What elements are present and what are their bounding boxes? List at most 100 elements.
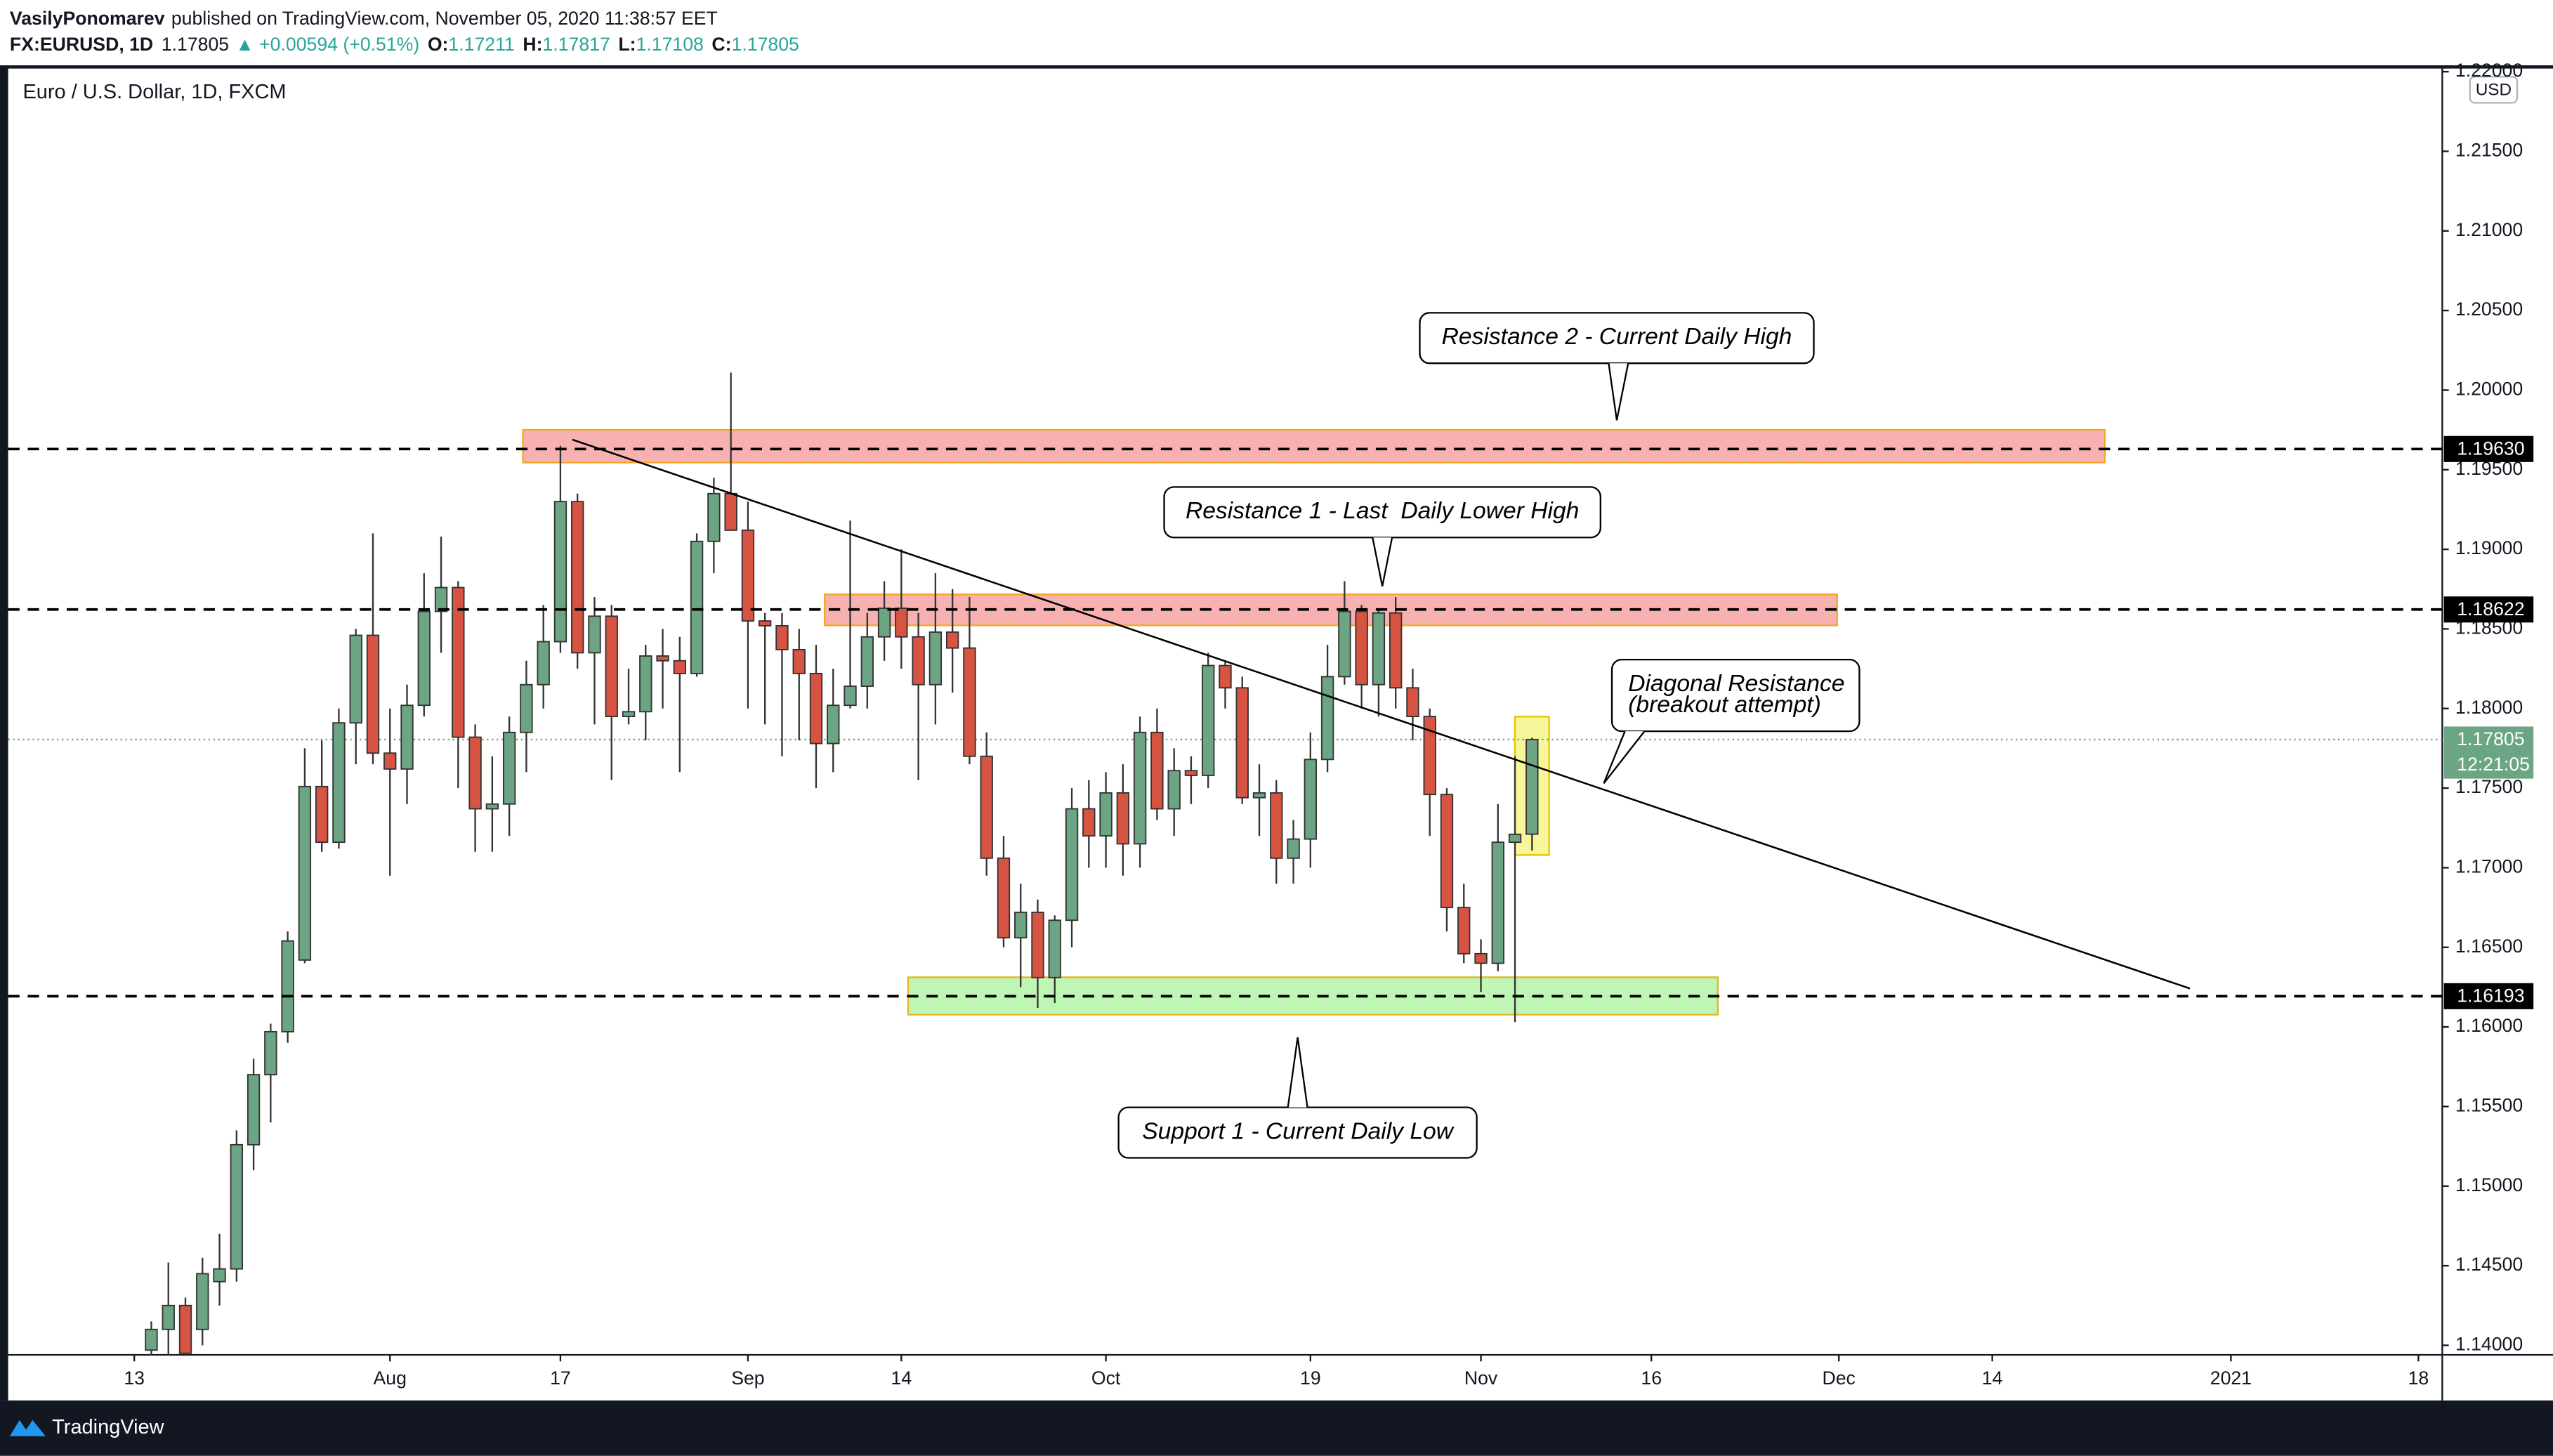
candle-body [1474, 952, 1488, 964]
candle-body [1508, 833, 1522, 844]
candle-body [145, 1328, 158, 1351]
candle-body [980, 755, 993, 859]
candle-body [366, 634, 380, 754]
candle-body [1099, 792, 1113, 837]
last-price-tag [2443, 726, 2534, 779]
candle-body [1031, 911, 1044, 978]
y-tick-label: 1.20500 [2455, 299, 2523, 320]
callout: Resistance 2 - Current Daily High [1419, 312, 1815, 421]
candle-body [759, 620, 772, 627]
ohlc-value: 1.17211 [448, 34, 514, 55]
level-tag [2443, 983, 2534, 1009]
y-tick-label: 1.17000 [2455, 855, 2523, 877]
candle-body [1065, 808, 1079, 922]
y-tick-label: 1.15500 [2455, 1094, 2523, 1115]
candle-body [417, 610, 431, 707]
callout-text: Resistance 1 - Last Daily Lower High [1186, 498, 1579, 524]
candle-body [792, 648, 806, 674]
ohlc-value: 1.17805 [732, 34, 799, 55]
published: published on TradingView.com, November 0… [171, 8, 718, 29]
candle-body [400, 704, 414, 770]
currency-box [2469, 76, 2519, 104]
candle-body [349, 634, 362, 724]
ohlc-label: C: [711, 34, 731, 55]
candle-body [553, 501, 567, 643]
candle-body [1287, 838, 1300, 859]
y-tick-label: 1.17500 [2455, 776, 2523, 797]
candle-body [1082, 808, 1096, 837]
candle-body [1406, 687, 1419, 718]
x-tick-label: Sep [731, 1368, 764, 1389]
callout-text: Resistance 2 - Current Daily High [1442, 324, 1792, 350]
candle-body [673, 660, 687, 674]
x-tick-label: 13 [124, 1368, 145, 1389]
candle-body [1235, 687, 1249, 799]
y-tick-label: 1.21500 [2455, 139, 2523, 160]
trendline [572, 438, 2191, 990]
candle-body [1457, 907, 1471, 955]
x-tick-label: Nov [1464, 1368, 1498, 1389]
callout-text: Support 1 - Current Daily Low [1142, 1118, 1455, 1144]
x-tick-label: 19 [1300, 1368, 1321, 1389]
countdown-label: 12:21:05 [2457, 754, 2530, 775]
level-tag [2443, 596, 2534, 623]
candle-body [844, 686, 857, 707]
candle-body [588, 615, 601, 654]
x-tick-label: Dec [1823, 1368, 1856, 1389]
candle-body [196, 1273, 209, 1330]
zone [522, 428, 2106, 464]
footer-logo [9, 1419, 46, 1436]
x-tick-label: 14 [891, 1368, 912, 1389]
candle-body [537, 641, 550, 686]
candle-body [485, 803, 499, 810]
y-tick-label: 1.16500 [2455, 936, 2523, 957]
ohlc-label: H: [523, 34, 542, 55]
logo-icon [9, 1419, 46, 1436]
candle-body [809, 672, 823, 745]
candle-body [1423, 716, 1436, 796]
y-tick-label: 1.15000 [2455, 1174, 2523, 1195]
candle-body [963, 647, 976, 757]
candle-body [656, 655, 669, 662]
top-border [0, 65, 2553, 69]
candle-body [622, 711, 636, 718]
candle-body [571, 501, 584, 654]
currency-label: USD [2476, 80, 2512, 99]
candle-body [1116, 792, 1130, 845]
candle-body [468, 736, 482, 810]
header-legend: FX:EURUSD, 1D 1.17805 ▲ +0.00594 (+0.51%) O… [10, 34, 799, 55]
candle-body [690, 540, 704, 674]
candle-body [178, 1304, 192, 1354]
candle-body [1355, 610, 1368, 686]
candle-body [1304, 759, 1318, 840]
candle-body [1525, 739, 1539, 835]
candle-body [1219, 664, 1232, 689]
callout: Support 1 - Current Daily Low [1117, 1037, 1478, 1159]
candle-body [230, 1143, 243, 1270]
level-label: 1.18622 [2457, 598, 2524, 619]
candle-body [1440, 794, 1454, 909]
candle-body [724, 492, 737, 531]
candle-body [247, 1074, 261, 1146]
candle-body [1389, 612, 1403, 689]
candle-body [1150, 731, 1164, 810]
candle-body [281, 940, 294, 1032]
candle-body [1491, 841, 1504, 964]
callout-pointer [1603, 730, 1646, 785]
candle-body [1184, 770, 1198, 776]
candle-body [452, 586, 465, 738]
candle-body [332, 722, 346, 844]
last-price-label: 1.17805 [2457, 728, 2524, 749]
level-label: 1.19630 [2457, 438, 2524, 459]
candle-body [1320, 676, 1334, 761]
candle-body [912, 636, 925, 686]
candle-body [315, 785, 329, 844]
candle-body [860, 636, 874, 687]
header-line: VasilyPonomarev published on TradingView.… [10, 8, 718, 29]
candle-body [1338, 610, 1351, 678]
candle-body [298, 785, 312, 961]
price: 1.17805 [162, 34, 229, 55]
candle-body [877, 608, 891, 638]
